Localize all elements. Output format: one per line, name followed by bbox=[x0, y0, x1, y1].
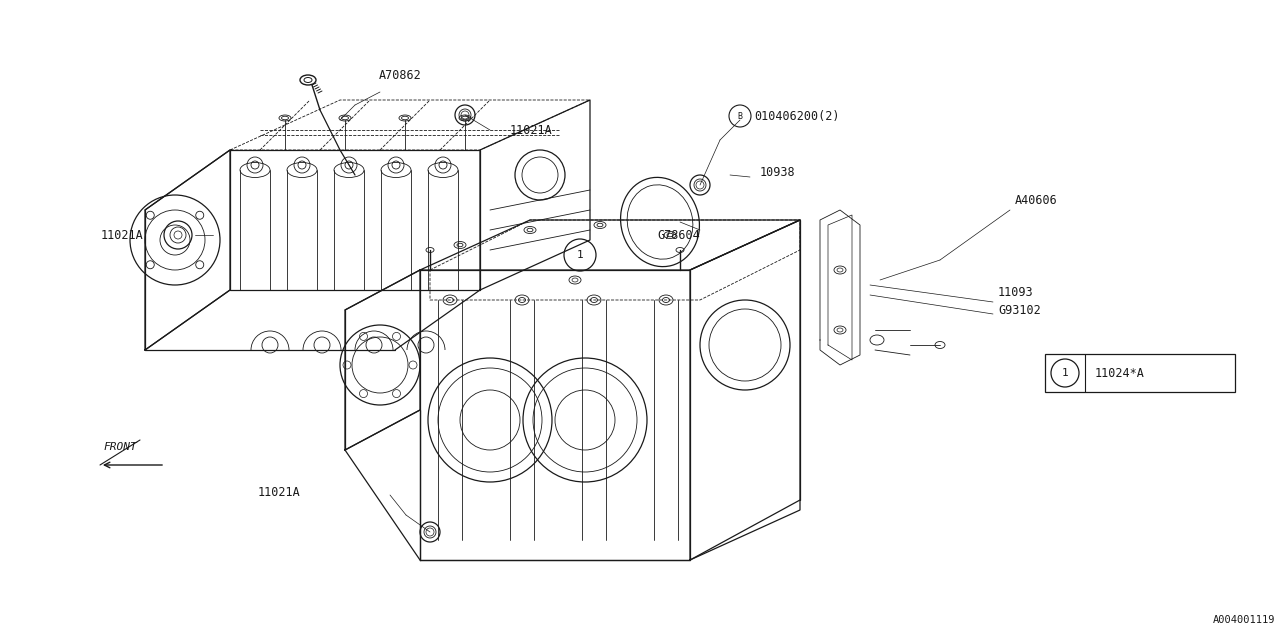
Text: 11093: 11093 bbox=[998, 285, 1034, 298]
Text: A70862: A70862 bbox=[379, 69, 421, 82]
Text: 11021A: 11021A bbox=[100, 228, 143, 241]
Text: 11024*A: 11024*A bbox=[1094, 367, 1144, 380]
Bar bbox=[1044, 354, 1235, 392]
Text: B: B bbox=[737, 111, 742, 120]
Text: FRONT: FRONT bbox=[104, 442, 137, 452]
Text: 11021A: 11021A bbox=[509, 124, 553, 136]
Text: 1: 1 bbox=[576, 250, 584, 260]
Text: G93102: G93102 bbox=[998, 303, 1041, 317]
Text: G78604: G78604 bbox=[657, 228, 700, 241]
Text: A004001119: A004001119 bbox=[1212, 615, 1275, 625]
Text: 1: 1 bbox=[1061, 368, 1069, 378]
Text: A40606: A40606 bbox=[1015, 193, 1057, 207]
Text: 11021A: 11021A bbox=[257, 486, 300, 499]
Text: 010406200(2): 010406200(2) bbox=[754, 109, 840, 122]
Text: 10938: 10938 bbox=[760, 166, 796, 179]
